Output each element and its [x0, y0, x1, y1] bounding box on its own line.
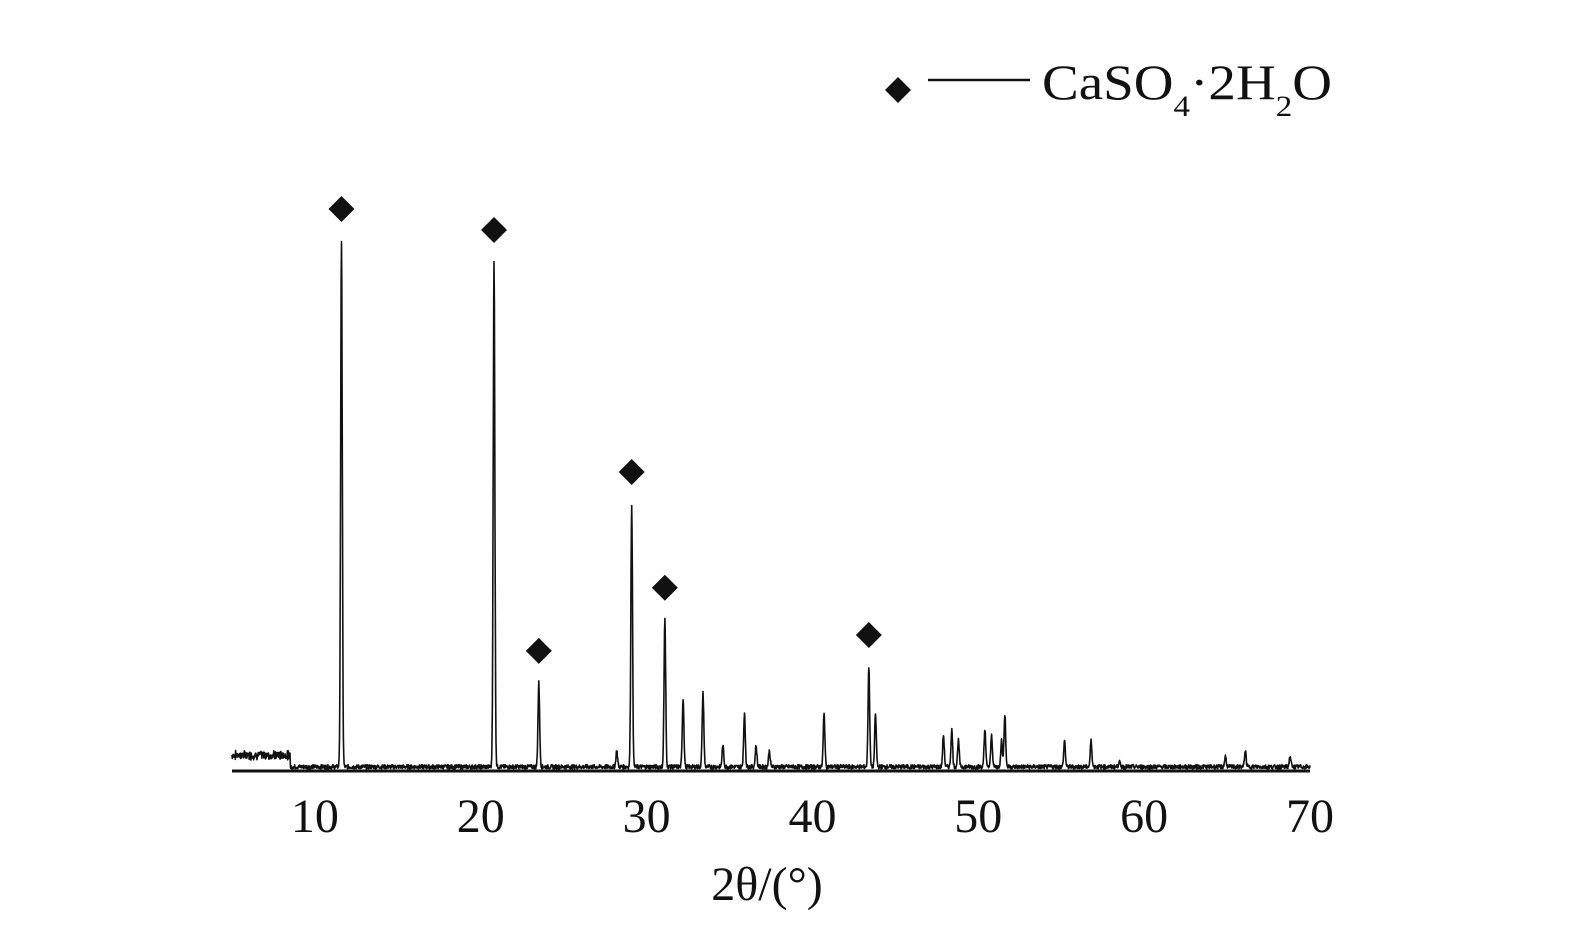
x-tick-label: 20	[457, 790, 505, 843]
plot-area	[231, 240, 1311, 770]
x-tick-label: 50	[954, 790, 1002, 843]
peak-diamond-marker	[328, 196, 355, 222]
x-axis-title: 2θ/(°)	[711, 858, 823, 911]
peak-diamond-marker	[525, 637, 552, 664]
diffraction-pattern-line	[231, 240, 1311, 770]
legend-diamond-icon	[885, 77, 911, 103]
peak-markers	[328, 196, 882, 664]
x-tick-label: 40	[788, 790, 836, 843]
x-tick-label: 10	[291, 790, 339, 843]
x-tick-label: 30	[623, 790, 671, 843]
x-tick-label: 60	[1120, 790, 1168, 843]
peak-diamond-marker	[651, 574, 678, 601]
x-axis-ticks: 10 20 30 40 50 60 70	[291, 790, 1334, 843]
peak-diamond-marker	[481, 217, 508, 244]
peak-diamond-marker	[618, 459, 645, 485]
x-tick-label: 70	[1286, 790, 1334, 843]
peak-diamond-marker	[855, 622, 882, 649]
